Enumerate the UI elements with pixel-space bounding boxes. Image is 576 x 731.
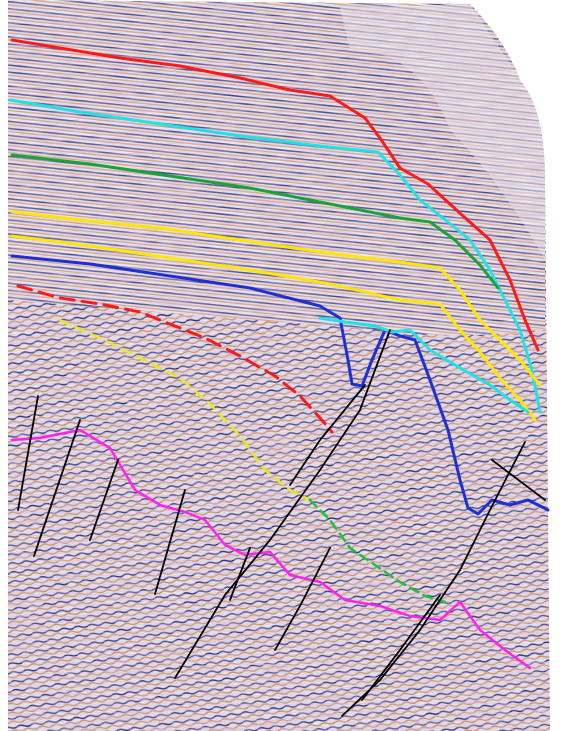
cyan-horizon-basin (318, 316, 530, 414)
green-horizon (10, 153, 500, 290)
fault-line (229, 547, 251, 601)
horizon-interpretations (8, 38, 550, 670)
red-horizon-dashed (16, 284, 334, 434)
fault-line (174, 329, 391, 679)
fault-line (361, 594, 441, 701)
fault-line (154, 489, 186, 595)
green-horizon-dashed (308, 498, 447, 604)
fault-line (491, 459, 546, 501)
fault-lines (17, 329, 546, 717)
yellow-horizon-dashed (58, 318, 312, 502)
fault-line (289, 384, 366, 486)
yellow-horizon-lower (10, 234, 537, 422)
magenta-horizon (10, 428, 532, 670)
yellow-horizon-upper (10, 210, 542, 387)
fault-line (17, 395, 39, 511)
fault-line (89, 459, 119, 541)
red-horizon-upper (10, 38, 540, 352)
cyan-horizon (8, 98, 542, 414)
fault-line (33, 419, 81, 557)
fault-line (274, 547, 331, 651)
